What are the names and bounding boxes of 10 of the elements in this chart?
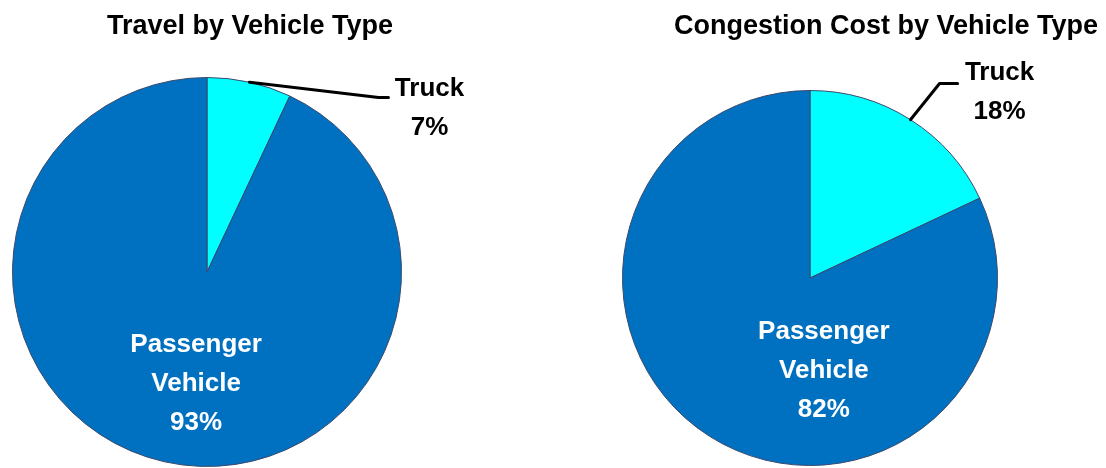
data-label: 7% xyxy=(410,110,449,141)
data-label: 82% xyxy=(797,392,850,423)
slice-label: Truck xyxy=(964,56,1035,87)
slice-label: Passenger Vehicle xyxy=(758,314,890,384)
slice-label: Truck xyxy=(394,71,465,102)
slice-label: Passenger Vehicle xyxy=(130,327,262,397)
data-label: 18% xyxy=(973,95,1026,126)
data-label: 93% xyxy=(170,405,223,436)
chart-title: Travel by Vehicle Type xyxy=(106,10,394,41)
chart-title: Congestion Cost by Vehicle Type xyxy=(673,10,1099,41)
